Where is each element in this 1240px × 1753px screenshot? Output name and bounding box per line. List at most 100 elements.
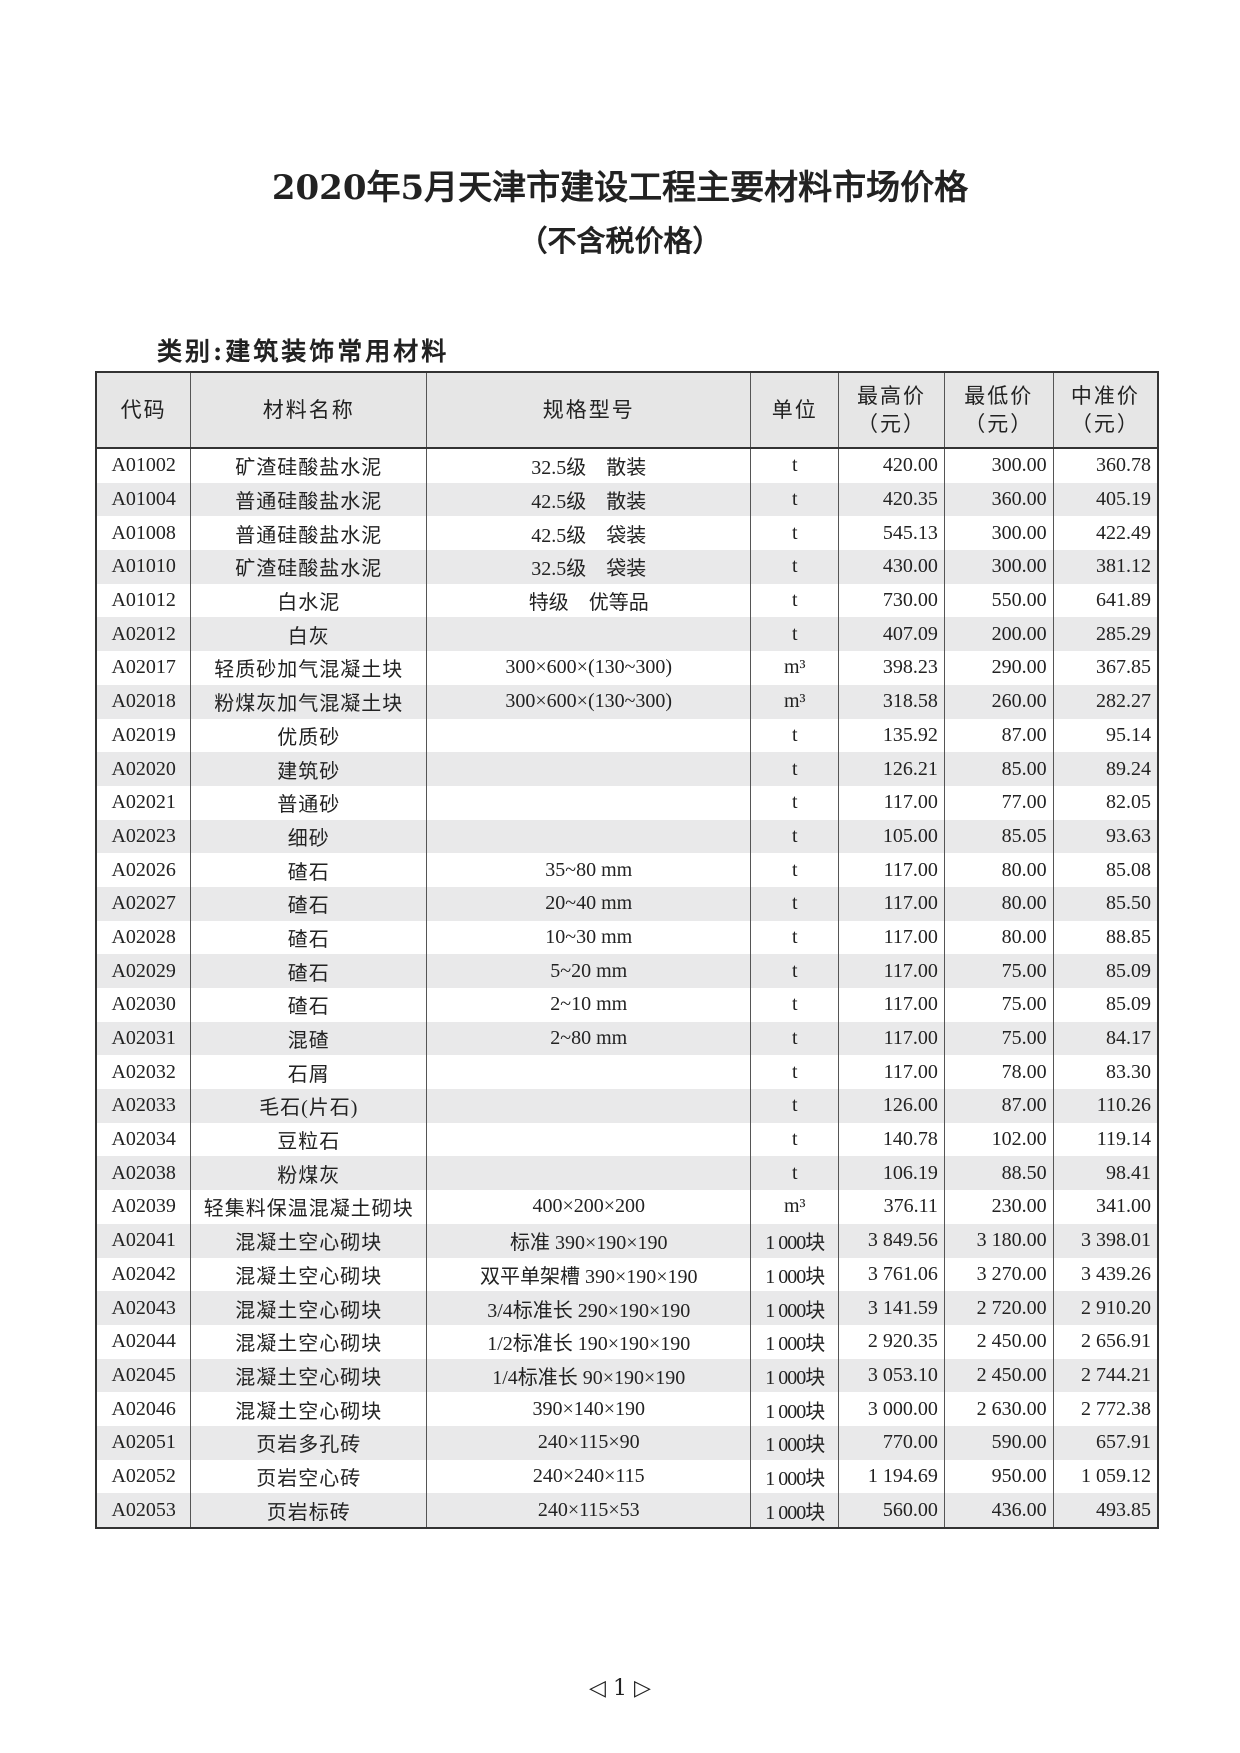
- cell-spec: 390×140×190: [426, 1392, 751, 1426]
- cell-min-price: 436.00: [943, 1493, 1054, 1528]
- cell-min-price: 80.00: [943, 853, 1054, 887]
- cell-mid-price: 282.27: [1052, 684, 1158, 719]
- table-row: A02017 轻质砂加气混凝土块 300×600×(130~300) m³ 398.23…: [95, 651, 1158, 685]
- cell-name: 粉煤灰: [190, 1156, 427, 1191]
- table-row: A02012 白灰 t 407.09 200.00 285.29: [95, 617, 1158, 652]
- cell-unit: 1 000块: [750, 1392, 839, 1426]
- cell-max-price: 117.00: [838, 1021, 945, 1056]
- cell-max-price: 1 194.69: [838, 1459, 945, 1494]
- cell-name: 优质砂: [190, 718, 427, 753]
- cell-spec: [426, 752, 751, 786]
- cell-name: 豆粒石: [190, 1122, 427, 1157]
- cell-spec: 300×600×(130~300): [426, 684, 751, 719]
- cell-mid-price: 2 910.20: [1052, 1291, 1158, 1325]
- cell-spec: 3/4标准长 290×190×190: [426, 1291, 751, 1325]
- cell-min-price: 2 450.00: [943, 1358, 1054, 1393]
- cell-unit: t: [750, 1089, 839, 1123]
- header-min-price: 最低价（元）: [943, 372, 1054, 449]
- cell-mid-price: 85.50: [1052, 886, 1158, 921]
- cell-name: 轻质砂加气混凝土块: [190, 651, 427, 685]
- cell-mid-price: 285.29: [1052, 617, 1158, 652]
- cell-code: A02052: [95, 1459, 191, 1494]
- cell-unit: t: [750, 785, 839, 820]
- cell-name: 混凝土空心砌块: [190, 1392, 427, 1426]
- cell-spec: 32.5级 袋装: [426, 550, 751, 584]
- cell-code: A02028: [95, 920, 191, 955]
- cell-mid-price: 2 656.91: [1052, 1324, 1158, 1359]
- table-row: A02038 粉煤灰 t 106.19 88.50 98.41: [95, 1156, 1158, 1191]
- page-number: 1: [613, 1676, 627, 1701]
- table-row: A02039 轻集料保温混凝土砌块 400×200×200 m³ 376.11 230.0…: [95, 1190, 1158, 1224]
- cell-code: A02026: [95, 853, 191, 887]
- cell-spec: 32.5级 散装: [426, 448, 751, 483]
- cell-spec: [426, 1156, 751, 1191]
- cell-max-price: 105.00: [838, 819, 945, 854]
- cell-mid-price: 84.17: [1052, 1021, 1158, 1056]
- table-row: A02053 页岩标砖 240×115×53 1 000块 560.00 436.00 49…: [95, 1493, 1158, 1528]
- cell-mid-price: 657.91: [1052, 1425, 1158, 1460]
- cell-code: A02042: [95, 1257, 191, 1292]
- cell-spec: 240×115×90: [426, 1425, 751, 1460]
- cell-unit: m³: [750, 684, 839, 719]
- category-label: 类别:建筑装饰常用材料: [157, 337, 450, 366]
- cell-name: 矿渣硅酸盐水泥: [190, 448, 427, 483]
- header-spec: 规格型号: [426, 372, 751, 449]
- cell-code: A01008: [95, 516, 191, 551]
- cell-max-price: 135.92: [838, 718, 945, 753]
- cell-unit: t: [750, 550, 839, 584]
- cell-code: A01002: [95, 448, 191, 483]
- cell-mid-price: 405.19: [1052, 482, 1158, 517]
- cell-code: A02017: [95, 651, 191, 685]
- cell-code: A02029: [95, 954, 191, 988]
- cell-unit: t: [750, 988, 839, 1022]
- price-table: 代码 材料名称 规格型号 单位 最高价（元） 最低价（元） 中准价（元） A01…: [95, 371, 1159, 1529]
- cell-max-price: 318.58: [838, 684, 945, 719]
- cell-min-price: 200.00: [943, 617, 1054, 652]
- cell-code: A02032: [95, 1055, 191, 1090]
- cell-code: A02044: [95, 1324, 191, 1359]
- cell-unit: t: [750, 752, 839, 786]
- cell-unit: 1 000块: [750, 1358, 839, 1393]
- cell-name: 混碴: [190, 1021, 427, 1056]
- cell-name: 石屑: [190, 1055, 427, 1090]
- cell-spec: 20~40 mm: [426, 886, 751, 921]
- header-max-price: 最高价（元）: [838, 372, 945, 449]
- table-row: A02051 页岩多孔砖 240×115×90 1 000块 770.00 590.00 6…: [95, 1425, 1158, 1460]
- cell-min-price: 260.00: [943, 684, 1054, 719]
- cell-spec: 双平单架槽 390×190×190: [426, 1257, 751, 1292]
- cell-spec: 42.5级 袋装: [426, 516, 751, 551]
- cell-mid-price: 89.24: [1052, 752, 1158, 786]
- cell-name: 碴石: [190, 920, 427, 955]
- cell-min-price: 300.00: [943, 550, 1054, 584]
- cell-spec: 5~20 mm: [426, 954, 751, 988]
- cell-code: A02051: [95, 1425, 191, 1460]
- cell-min-price: 360.00: [943, 482, 1054, 517]
- cell-code: A02041: [95, 1223, 191, 1258]
- cell-unit: t: [750, 954, 839, 988]
- cell-max-price: 770.00: [838, 1425, 945, 1460]
- cell-unit: t: [750, 853, 839, 887]
- cell-unit: 1 000块: [750, 1291, 839, 1325]
- cell-code: A02030: [95, 988, 191, 1022]
- cell-max-price: 117.00: [838, 1055, 945, 1090]
- cell-max-price: 117.00: [838, 988, 945, 1022]
- cell-spec: [426, 819, 751, 854]
- cell-spec: 300×600×(130~300): [426, 651, 751, 685]
- cell-spec: 1/4标准长 90×190×190: [426, 1358, 751, 1393]
- cell-min-price: 3 270.00: [943, 1257, 1054, 1292]
- cell-min-price: 2 720.00: [943, 1291, 1054, 1325]
- table-row: A01002 矿渣硅酸盐水泥 32.5级 散装 t 420.00 300.00 360.78: [95, 448, 1158, 483]
- cell-code: A02027: [95, 886, 191, 921]
- cell-max-price: 117.00: [838, 785, 945, 820]
- cell-min-price: 77.00: [943, 785, 1054, 820]
- table-row: A02020 建筑砂 t 126.21 85.00 89.24: [95, 752, 1158, 786]
- cell-max-price: 730.00: [838, 583, 945, 618]
- cell-min-price: 75.00: [943, 1021, 1054, 1056]
- cell-min-price: 590.00: [943, 1425, 1054, 1460]
- cell-mid-price: 3 398.01: [1052, 1223, 1158, 1258]
- cell-min-price: 300.00: [943, 516, 1054, 551]
- cell-code: A02043: [95, 1291, 191, 1325]
- cell-name: 普通砂: [190, 785, 427, 820]
- cell-code: A02018: [95, 684, 191, 719]
- cell-unit: t: [750, 482, 839, 517]
